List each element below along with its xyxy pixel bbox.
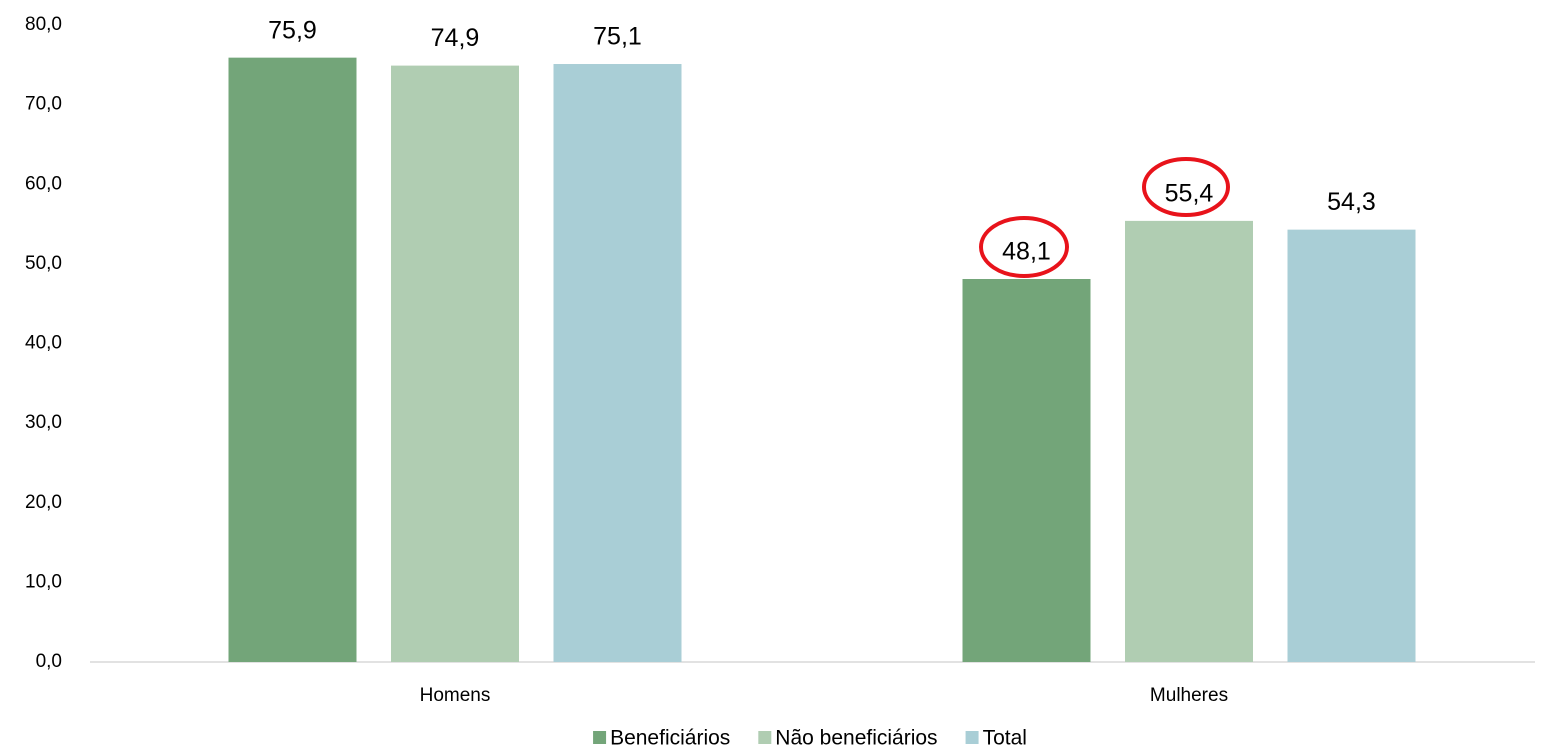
bar — [1125, 220, 1253, 662]
legend-label: Total — [983, 727, 1027, 749]
bar — [228, 57, 357, 663]
legend-label: Não beneficiários — [775, 727, 937, 749]
legend-swatch — [758, 731, 772, 744]
legend-label: Beneficiários — [610, 727, 730, 749]
data-label: 75,1 — [593, 23, 642, 51]
highlight-circle — [1142, 157, 1230, 217]
bar — [391, 65, 519, 662]
plot-area: 0,0 10,0 20,0 30,0 40,0 50,0 60,0 70,0 80,0 Homen… — [25, 14, 1535, 749]
y-tick-label: 40,0 — [25, 333, 62, 354]
y-tick-label: 0,0 — [36, 651, 62, 672]
y-tick-label: 10,0 — [25, 571, 62, 592]
data-label: 55,4 — [1165, 179, 1214, 207]
y-tick-label: 20,0 — [25, 492, 62, 513]
data-label: 48,1 — [1002, 238, 1051, 266]
x-tick-label: Mulheres — [1150, 685, 1228, 706]
y-tick-label: 50,0 — [25, 253, 62, 274]
bar — [962, 279, 1091, 662]
bar — [1287, 229, 1416, 663]
legend-swatch — [965, 731, 979, 744]
data-label: 75,9 — [268, 16, 317, 44]
data-label: 54,3 — [1327, 188, 1376, 216]
y-tick-label: 30,0 — [25, 412, 62, 433]
legend-swatch — [593, 731, 607, 744]
y-tick-label: 70,0 — [25, 94, 62, 115]
y-tick-label: 60,0 — [25, 173, 62, 194]
data-label: 74,9 — [431, 24, 480, 52]
highlight-circle — [979, 216, 1069, 278]
y-tick-label: 80,0 — [25, 14, 62, 35]
bar — [553, 64, 682, 663]
x-tick-label: Homens — [420, 685, 491, 706]
